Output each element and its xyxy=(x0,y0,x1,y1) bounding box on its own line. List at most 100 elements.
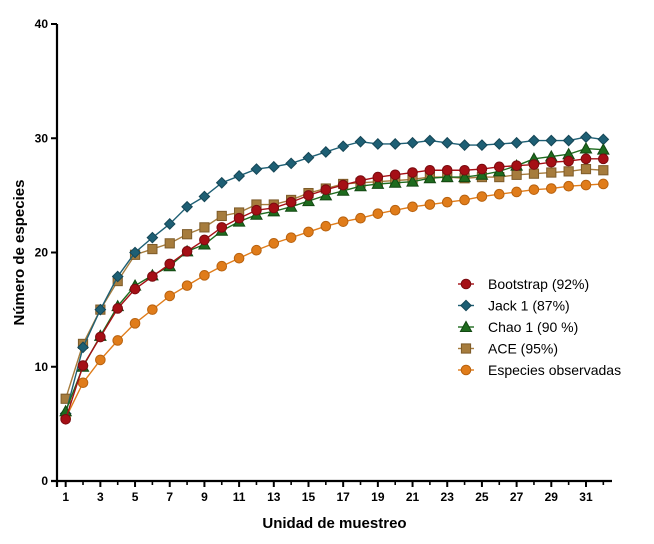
legend-marker xyxy=(460,299,472,312)
x-tick-label: 3 xyxy=(97,490,104,504)
data-point xyxy=(216,222,228,233)
legend-marker xyxy=(460,364,472,376)
data-point xyxy=(563,166,574,177)
data-point xyxy=(215,176,228,189)
data-point xyxy=(372,208,384,219)
data-point xyxy=(181,246,193,257)
x-tick-label: 23 xyxy=(441,490,455,504)
x-tick-label: 29 xyxy=(545,490,559,504)
data-point xyxy=(320,184,332,195)
data-point xyxy=(476,163,488,175)
data-point xyxy=(129,283,141,295)
x-tick-label: 9 xyxy=(201,490,208,504)
x-tick-label: 11 xyxy=(233,490,246,504)
x-axis-title: Unidad de muestreo xyxy=(262,515,406,532)
legend-item: Especies observadas xyxy=(458,362,621,378)
series-4 xyxy=(60,178,609,424)
data-point xyxy=(407,167,418,178)
data-point xyxy=(181,280,193,291)
data-point xyxy=(164,258,176,270)
y-tick-label: 30 xyxy=(35,131,49,145)
data-point xyxy=(216,260,228,272)
legend-marker xyxy=(460,278,472,290)
legend-item: Bootstrap (92%) xyxy=(458,276,589,292)
data-point xyxy=(389,169,401,181)
data-point xyxy=(598,178,609,190)
legend-item: Chao 1 (90 %) xyxy=(458,319,578,335)
data-point xyxy=(94,303,107,316)
data-point xyxy=(163,218,176,230)
data-point xyxy=(198,190,211,203)
data-point xyxy=(441,136,454,149)
data-point xyxy=(389,138,402,150)
data-point xyxy=(440,170,454,183)
data-point xyxy=(407,201,418,213)
legend-label: Bootstrap (92%) xyxy=(488,276,589,292)
legend-item: ACE (95%) xyxy=(458,341,558,357)
data-point xyxy=(563,180,574,192)
data-point xyxy=(388,176,402,188)
data-point xyxy=(371,138,384,150)
data-point xyxy=(511,186,522,198)
data-point xyxy=(285,157,298,170)
data-point xyxy=(371,177,385,189)
data-point xyxy=(251,204,262,216)
data-point xyxy=(216,210,227,222)
data-point xyxy=(146,231,159,244)
data-point xyxy=(267,160,280,173)
legend-marker xyxy=(459,320,473,332)
legend: Bootstrap (92%) Jack 1 (87%) Chao 1 (90 %)… xyxy=(458,276,621,378)
data-point xyxy=(511,169,522,180)
data-point xyxy=(493,161,505,173)
data-point xyxy=(423,134,436,147)
data-point xyxy=(147,304,158,315)
data-point xyxy=(424,164,436,176)
data-point xyxy=(476,139,488,152)
x-tick-label: 15 xyxy=(302,490,316,504)
x-tick-label: 17 xyxy=(336,490,350,504)
y-tick-label: 20 xyxy=(35,246,49,260)
data-point xyxy=(528,134,540,147)
data-point xyxy=(598,165,609,176)
data-point xyxy=(303,226,314,238)
x-tick-label: 13 xyxy=(267,490,281,504)
data-point xyxy=(181,229,193,240)
x-tick-label: 5 xyxy=(132,490,139,504)
x-tick-label: 7 xyxy=(166,490,173,504)
data-point xyxy=(355,175,366,186)
data-point xyxy=(528,184,540,195)
data-point xyxy=(355,212,366,224)
data-point xyxy=(302,151,315,164)
y-tick-label: 0 xyxy=(41,474,48,488)
data-point xyxy=(528,168,540,179)
y-axis-title: Número de especies xyxy=(11,180,28,326)
x-tick-label: 31 xyxy=(579,490,593,504)
data-point xyxy=(579,141,593,154)
data-point xyxy=(598,153,609,165)
data-point xyxy=(597,133,610,146)
data-point xyxy=(580,153,592,165)
data-point xyxy=(285,196,297,208)
data-point xyxy=(459,194,470,206)
legend-label: Especies observadas xyxy=(488,362,621,378)
data-point xyxy=(337,216,349,227)
data-point xyxy=(458,139,471,152)
data-point xyxy=(77,341,89,354)
legend-label: Chao 1 (90 %) xyxy=(488,319,578,335)
data-point xyxy=(511,160,522,171)
data-point xyxy=(389,204,401,216)
data-point xyxy=(423,171,437,184)
series-1 xyxy=(59,131,610,420)
data-point xyxy=(406,136,419,149)
data-point xyxy=(112,335,124,346)
data-point xyxy=(199,234,210,246)
y-tick-label: 40 xyxy=(35,17,49,31)
data-point xyxy=(545,134,558,147)
data-point xyxy=(510,136,523,149)
data-point xyxy=(545,156,557,168)
legend-item: Jack 1 (87%) xyxy=(458,298,570,314)
data-point xyxy=(199,222,210,233)
x-tick-label: 1 xyxy=(62,490,69,504)
legend-label: Jack 1 (87%) xyxy=(488,298,570,314)
